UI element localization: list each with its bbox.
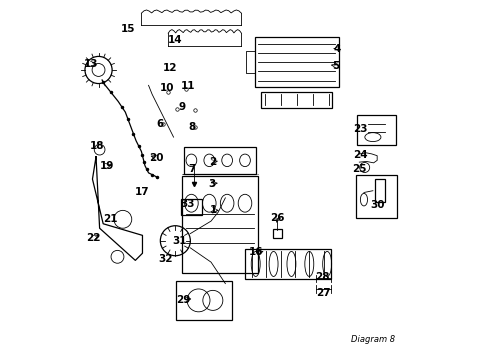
Text: 5: 5	[333, 61, 340, 71]
Text: 25: 25	[352, 164, 367, 174]
Bar	[181, 199, 202, 215]
Text: 26: 26	[270, 213, 285, 223]
Bar	[272, 229, 282, 238]
Text: 27: 27	[316, 288, 331, 297]
Text: 18: 18	[90, 141, 104, 151]
Text: 2: 2	[209, 157, 217, 167]
Text: 16: 16	[248, 247, 263, 257]
Text: 32: 32	[158, 253, 173, 264]
Bar	[261, 91, 333, 108]
Text: 10: 10	[160, 83, 175, 93]
Text: Diagram 8: Diagram 8	[351, 335, 395, 344]
Text: 29: 29	[176, 295, 191, 305]
Text: 4: 4	[334, 44, 341, 54]
Text: 6: 6	[156, 118, 164, 129]
Text: 28: 28	[316, 272, 330, 282]
Text: 8: 8	[189, 122, 196, 132]
Text: 33: 33	[180, 199, 195, 209]
Text: 31: 31	[173, 236, 187, 246]
Text: 21: 21	[103, 214, 117, 224]
Text: 19: 19	[100, 161, 115, 171]
Bar	[182, 176, 258, 273]
Text: 17: 17	[135, 187, 150, 197]
Text: 9: 9	[179, 102, 186, 112]
Bar	[184, 147, 256, 174]
Bar	[245, 249, 331, 279]
Text: 1: 1	[210, 205, 217, 215]
Text: 24: 24	[353, 150, 368, 160]
Text: 22: 22	[86, 233, 100, 243]
Text: 14: 14	[167, 35, 182, 45]
Bar	[255, 37, 339, 87]
Text: 12: 12	[163, 63, 177, 73]
Bar	[356, 175, 397, 217]
Text: 23: 23	[353, 124, 368, 134]
Text: 15: 15	[121, 23, 135, 33]
Text: 3: 3	[209, 179, 216, 189]
Bar	[375, 179, 386, 202]
Text: 11: 11	[181, 81, 195, 91]
Text: 13: 13	[83, 59, 98, 69]
Bar	[357, 115, 396, 145]
Text: 30: 30	[370, 200, 385, 210]
Bar	[176, 281, 232, 320]
Text: 7: 7	[189, 164, 196, 174]
Text: 20: 20	[149, 153, 164, 163]
